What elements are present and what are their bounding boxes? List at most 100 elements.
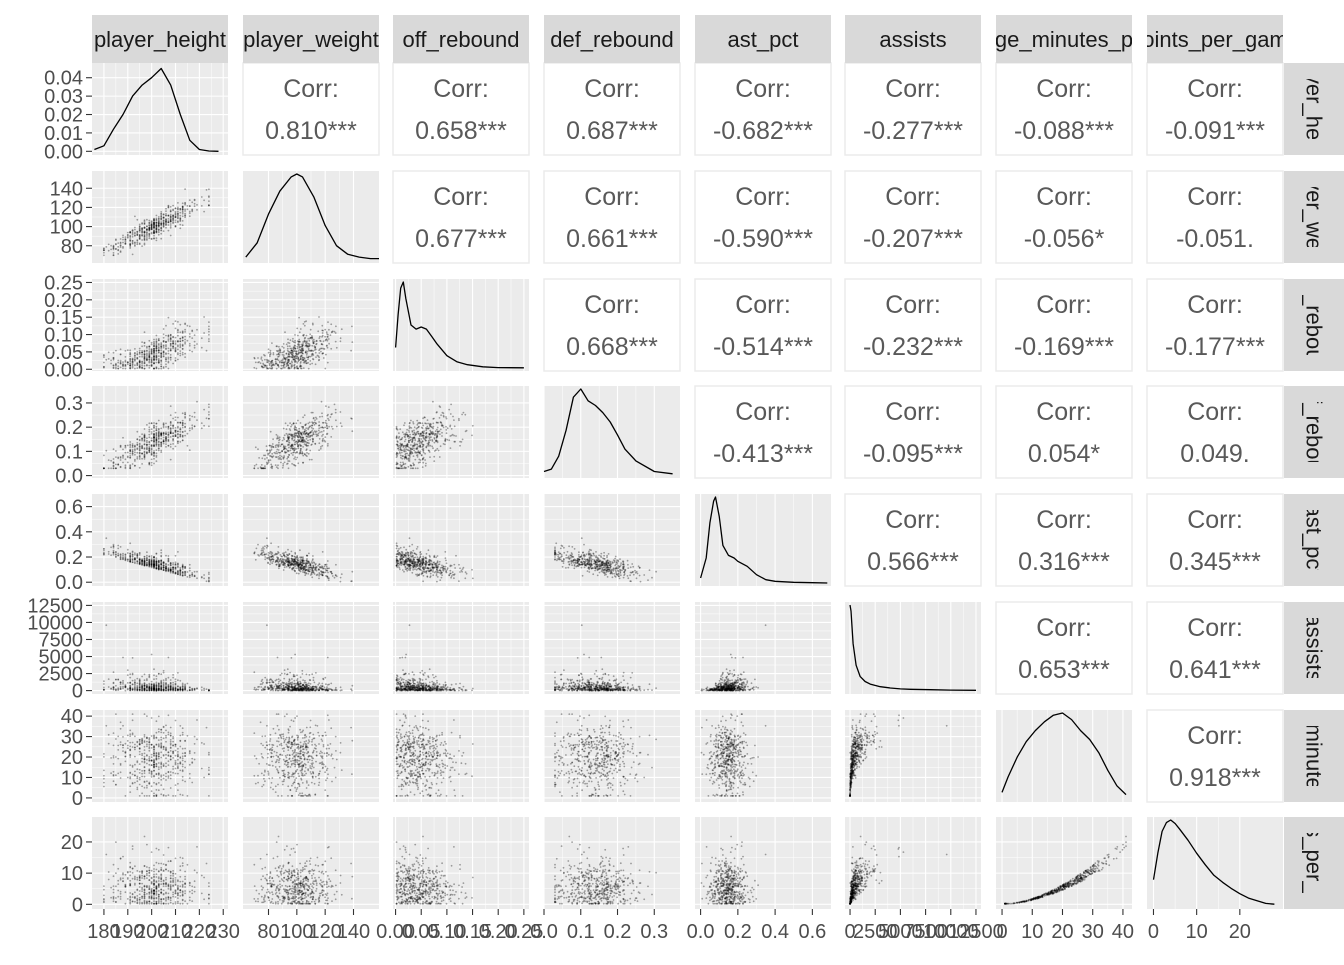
scatter-point <box>398 467 400 469</box>
scatter-point <box>307 359 309 361</box>
scatter-point <box>330 416 332 418</box>
scatter-point <box>327 362 329 364</box>
scatter-point <box>117 246 119 248</box>
scatter-point <box>165 341 167 343</box>
scatter-point <box>179 340 181 342</box>
scatter-point <box>418 462 420 464</box>
scatter-point <box>291 551 293 553</box>
scatter-point <box>170 564 172 566</box>
scatter-point <box>304 325 306 327</box>
scatter-point <box>189 570 191 572</box>
scatter-point <box>189 350 191 352</box>
scatter-point <box>322 332 324 334</box>
scatter-point <box>117 553 119 555</box>
scatter-point <box>132 358 134 360</box>
scatter-point <box>201 576 203 578</box>
scatter-point <box>208 411 210 413</box>
scatter-point <box>282 467 284 469</box>
scatter-point <box>433 437 435 439</box>
scatter-point <box>282 359 284 361</box>
scatter-point <box>448 439 450 441</box>
scatter-point <box>449 570 451 572</box>
scatter-point <box>267 558 269 560</box>
scatter-point <box>404 436 406 438</box>
scatter-point <box>445 438 447 440</box>
scatter-point <box>103 252 105 254</box>
scatter-point <box>189 564 191 566</box>
scatter-point <box>122 235 124 237</box>
scatter-point <box>283 438 285 440</box>
scatter-point <box>146 441 148 443</box>
scatter-point <box>113 357 115 359</box>
scatter-point <box>312 565 314 567</box>
scatter-point <box>316 574 318 576</box>
scatter-point <box>206 417 208 419</box>
scatter-point <box>302 455 304 457</box>
scatter-point <box>148 230 150 232</box>
scatter-point <box>307 345 309 347</box>
scatter-point <box>191 201 193 203</box>
scatter-point <box>286 451 288 453</box>
scatter-point <box>328 426 330 428</box>
scatter-point <box>330 414 332 416</box>
scatter-point <box>172 567 174 569</box>
scatter-point <box>132 364 134 366</box>
scatter-point <box>158 445 160 447</box>
scatter-point <box>170 427 172 429</box>
scatter-point <box>295 348 297 350</box>
scatter-point <box>422 425 424 427</box>
scatter-point <box>306 445 308 447</box>
scatter-point <box>144 351 146 353</box>
scatter-point <box>175 568 177 570</box>
scatter-point <box>306 345 308 347</box>
scatter-point <box>160 223 162 225</box>
scatter-point <box>151 359 153 361</box>
scatter-point <box>404 422 406 424</box>
scatter-point <box>269 367 271 369</box>
scatter-point <box>189 336 191 338</box>
scatter-point <box>108 553 110 555</box>
scatter-point <box>141 367 143 369</box>
scatter-point <box>429 451 431 453</box>
scatter-point <box>160 564 162 566</box>
scatter-point <box>399 451 401 453</box>
panel-bg-6-3 <box>544 710 680 802</box>
scatter-point <box>122 239 124 241</box>
scatter-point <box>270 542 272 544</box>
scatter-point <box>294 359 296 361</box>
scatter-point <box>312 558 314 560</box>
scatter-point <box>139 559 141 561</box>
scatter-point <box>314 564 316 566</box>
scatter-point <box>175 572 177 574</box>
corr-label-6-7: Corr: <box>1187 722 1243 750</box>
scatter-point <box>141 558 143 560</box>
corr-value-1-4: -0.590*** <box>713 225 813 253</box>
scatter-point <box>403 571 405 573</box>
scatter-point <box>309 333 311 335</box>
scatter-point <box>110 245 112 247</box>
scatter-point <box>266 365 268 367</box>
scatter-point <box>144 331 146 333</box>
scatter-point <box>283 458 285 460</box>
scatter-point <box>156 430 158 432</box>
scatter-point <box>407 445 409 447</box>
scatter-point <box>283 357 285 359</box>
scatter-point <box>172 439 174 441</box>
scatter-point <box>326 345 328 347</box>
scatter-point <box>117 253 119 255</box>
scatter-point <box>447 427 449 429</box>
scatter-point <box>144 219 146 221</box>
scatter-point <box>413 455 415 457</box>
scatter-point <box>153 436 155 438</box>
scatter-point <box>276 456 278 458</box>
scatter-point <box>134 356 136 358</box>
scatter-point <box>175 221 177 223</box>
scatter-point <box>158 343 160 345</box>
scatter-point <box>139 353 141 355</box>
scatter-point <box>148 441 150 443</box>
scatter-point <box>127 349 129 351</box>
scatter-point <box>309 439 311 441</box>
scatter-point <box>158 428 160 430</box>
scatter-point <box>160 567 162 569</box>
scatter-point <box>292 437 294 439</box>
